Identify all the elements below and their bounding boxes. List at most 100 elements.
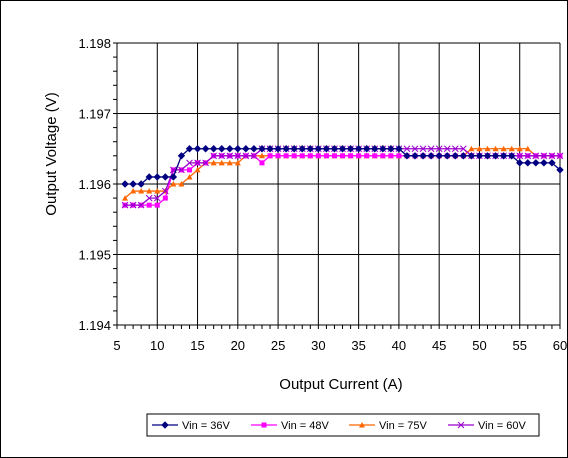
data-point [459, 152, 468, 160]
legend-swatch-marker [457, 421, 465, 429]
data-point [524, 145, 531, 152]
data-point [267, 153, 273, 159]
data-point [186, 173, 193, 180]
legend-item: Vin = 48V [251, 420, 329, 432]
data-point [475, 152, 484, 160]
data-point [177, 152, 186, 160]
data-point [484, 145, 491, 152]
data-point [194, 159, 201, 167]
data-point [354, 145, 363, 153]
data-point [283, 153, 289, 159]
y-tick-label: 1.194 [78, 318, 111, 333]
data-point [307, 153, 313, 159]
x-tick-label: 10 [150, 338, 164, 353]
data-point [524, 159, 532, 167]
data-point [250, 152, 258, 160]
data-point [314, 145, 323, 153]
data-point [435, 152, 443, 160]
data-point [516, 152, 524, 160]
axis-layer: 5 10 15 20 25 30 35 40 45 50 55 60 1.194 1.195 1.196 1.… [78, 36, 567, 353]
data-point [419, 152, 427, 160]
data-point [193, 145, 202, 153]
data-point [516, 159, 524, 167]
series-1 [121, 145, 564, 188]
legend-item: Vin = 75V [349, 420, 427, 432]
data-point [443, 145, 451, 153]
data-point [121, 180, 129, 188]
data-point [275, 153, 281, 159]
y-tick-label: 1.198 [78, 36, 111, 51]
data-point [435, 145, 443, 153]
data-point [372, 153, 378, 159]
data-point [242, 152, 250, 160]
data-point [548, 152, 556, 160]
data-point [258, 152, 265, 159]
legend: Vin = 36V Vin = 48V Vin = 75V Vin = 60V [146, 413, 540, 437]
data-point [340, 153, 346, 159]
data-point [427, 152, 435, 160]
x-tick-label: 35 [351, 338, 365, 353]
data-point [162, 195, 168, 201]
data-point [218, 152, 226, 160]
data-point [362, 145, 371, 153]
data-point [491, 152, 500, 160]
data-point [210, 152, 218, 160]
legend-item: Vin = 60V [448, 420, 526, 432]
data-point [459, 145, 467, 153]
data-point [201, 145, 210, 153]
legend-swatch-marker [261, 422, 267, 428]
data-point [467, 152, 476, 160]
legend-swatch-marker [161, 421, 169, 429]
y-tick-label: 1.197 [78, 107, 111, 122]
data-point [371, 145, 379, 153]
series-layer [121, 145, 564, 209]
x-tick-label: 55 [512, 338, 526, 353]
data-point [122, 195, 129, 201]
data-point [556, 166, 564, 174]
data-point [258, 145, 266, 153]
x-tick-label: 50 [472, 338, 486, 353]
data-point [322, 145, 331, 153]
x-tick-label: 5 [113, 338, 120, 353]
data-point [153, 173, 161, 181]
data-point [209, 145, 218, 153]
data-point [178, 181, 185, 187]
data-point [234, 145, 242, 153]
data-point [202, 159, 209, 167]
data-point [346, 145, 355, 153]
data-point [250, 145, 258, 153]
data-point [411, 152, 419, 160]
data-point [451, 152, 459, 160]
legend-swatch-marker [359, 422, 365, 428]
data-point [138, 188, 145, 194]
data-point [186, 159, 193, 167]
x-tick-label: 25 [271, 338, 285, 353]
data-point [483, 152, 492, 160]
data-point [226, 159, 233, 166]
data-point [153, 194, 161, 202]
data-point [476, 145, 483, 152]
data-point [194, 166, 201, 173]
data-point [364, 153, 370, 159]
data-point [298, 145, 306, 153]
data-point [185, 145, 194, 153]
x-tick-label: 15 [190, 338, 204, 353]
data-point [468, 145, 475, 152]
x-axis-title: Output Current (A) [279, 376, 402, 393]
data-point [226, 152, 234, 160]
legend-label: Vin = 60V [478, 420, 526, 432]
data-point [388, 153, 394, 159]
data-point [556, 152, 564, 160]
legend-label: Vin = 75V [379, 420, 427, 432]
data-point [379, 145, 387, 153]
data-point [338, 145, 347, 153]
data-point [331, 153, 337, 159]
data-point [146, 188, 153, 194]
data-point [516, 145, 523, 152]
data-point [170, 181, 177, 187]
data-point [380, 153, 386, 159]
data-point [532, 152, 540, 160]
data-point [234, 159, 241, 166]
data-point [524, 152, 532, 160]
